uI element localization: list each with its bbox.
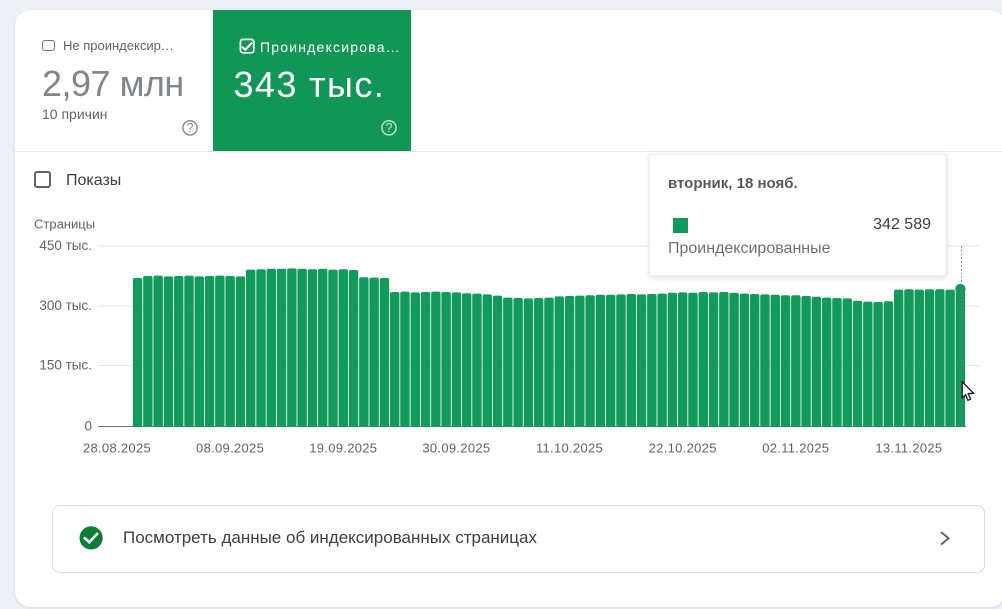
svg-text:0: 0 (84, 419, 92, 434)
svg-text:11.10.2025: 11.10.2025 (536, 441, 603, 456)
svg-text:?: ? (386, 121, 393, 135)
svg-text:300 тыс.: 300 тыс. (39, 298, 92, 313)
svg-text:Страницы: Страницы (34, 217, 95, 232)
svg-text:19.09.2025: 19.09.2025 (309, 441, 377, 456)
svg-text:13.11.2025: 13.11.2025 (875, 441, 942, 456)
svg-text:?: ? (187, 121, 194, 135)
svg-text:02.11.2025: 02.11.2025 (762, 441, 829, 456)
svg-text:150 тыс.: 150 тыс. (39, 358, 92, 373)
svg-text:28.08.2025: 28.08.2025 (83, 441, 151, 456)
svg-text:08.09.2025: 08.09.2025 (196, 441, 264, 456)
svg-text:450 тыс.: 450 тыс. (39, 238, 92, 253)
svg-text:22.10.2025: 22.10.2025 (649, 441, 717, 456)
svg-text:30.09.2025: 30.09.2025 (422, 441, 490, 456)
